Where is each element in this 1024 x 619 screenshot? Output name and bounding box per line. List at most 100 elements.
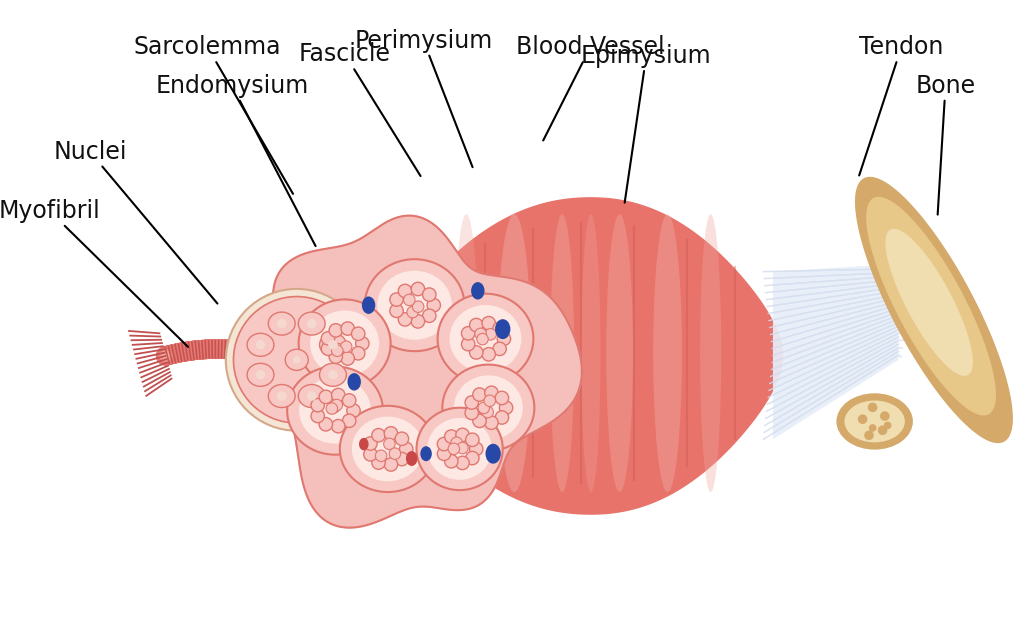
Ellipse shape bbox=[355, 337, 369, 350]
Text: Fascicle: Fascicle bbox=[299, 43, 421, 176]
Ellipse shape bbox=[293, 356, 301, 363]
Ellipse shape bbox=[582, 214, 600, 492]
Ellipse shape bbox=[550, 214, 574, 492]
Ellipse shape bbox=[484, 416, 498, 430]
Ellipse shape bbox=[462, 327, 475, 340]
Ellipse shape bbox=[471, 282, 484, 300]
Ellipse shape bbox=[329, 402, 340, 413]
Ellipse shape bbox=[477, 334, 488, 345]
Ellipse shape bbox=[473, 388, 486, 401]
Ellipse shape bbox=[427, 418, 492, 480]
Ellipse shape bbox=[256, 340, 265, 350]
Ellipse shape bbox=[427, 298, 440, 312]
Polygon shape bbox=[273, 215, 582, 527]
Ellipse shape bbox=[361, 297, 375, 314]
Ellipse shape bbox=[455, 214, 478, 492]
Ellipse shape bbox=[226, 289, 368, 431]
Ellipse shape bbox=[444, 454, 458, 468]
Ellipse shape bbox=[442, 365, 535, 451]
Ellipse shape bbox=[466, 433, 479, 446]
Ellipse shape bbox=[332, 420, 345, 433]
Ellipse shape bbox=[341, 322, 354, 335]
Ellipse shape bbox=[399, 442, 413, 456]
Ellipse shape bbox=[329, 350, 342, 363]
Ellipse shape bbox=[286, 349, 308, 370]
Ellipse shape bbox=[372, 456, 385, 469]
Ellipse shape bbox=[482, 406, 494, 418]
Ellipse shape bbox=[500, 401, 513, 415]
Polygon shape bbox=[318, 281, 355, 459]
Ellipse shape bbox=[493, 342, 506, 355]
Text: Endomysium: Endomysium bbox=[156, 74, 315, 246]
Ellipse shape bbox=[389, 448, 400, 459]
Ellipse shape bbox=[359, 438, 369, 451]
Ellipse shape bbox=[398, 284, 412, 298]
Ellipse shape bbox=[299, 300, 390, 387]
Text: Nuclei: Nuclei bbox=[53, 140, 217, 303]
Ellipse shape bbox=[247, 333, 273, 357]
Text: Bone: Bone bbox=[915, 74, 976, 215]
Ellipse shape bbox=[423, 309, 436, 322]
Ellipse shape bbox=[466, 451, 479, 465]
Text: Tendon: Tendon bbox=[859, 35, 943, 175]
Ellipse shape bbox=[880, 411, 890, 421]
Ellipse shape bbox=[395, 452, 409, 465]
Ellipse shape bbox=[700, 214, 721, 492]
Polygon shape bbox=[773, 264, 898, 439]
Ellipse shape bbox=[377, 271, 452, 340]
Ellipse shape bbox=[311, 409, 325, 423]
Ellipse shape bbox=[470, 442, 483, 456]
Ellipse shape bbox=[867, 402, 878, 412]
Text: Myofibril: Myofibril bbox=[0, 199, 188, 347]
Ellipse shape bbox=[365, 259, 465, 351]
Ellipse shape bbox=[398, 313, 412, 326]
Ellipse shape bbox=[276, 319, 287, 328]
Ellipse shape bbox=[268, 312, 295, 335]
Ellipse shape bbox=[457, 442, 468, 454]
Ellipse shape bbox=[233, 297, 360, 423]
Ellipse shape bbox=[485, 444, 501, 464]
Ellipse shape bbox=[351, 327, 365, 340]
Ellipse shape bbox=[456, 456, 469, 470]
Ellipse shape bbox=[868, 424, 877, 432]
Ellipse shape bbox=[364, 448, 377, 461]
Ellipse shape bbox=[319, 333, 346, 357]
Ellipse shape bbox=[322, 332, 335, 345]
Ellipse shape bbox=[329, 324, 342, 337]
Ellipse shape bbox=[342, 414, 356, 428]
Ellipse shape bbox=[384, 458, 397, 471]
Ellipse shape bbox=[322, 342, 335, 355]
Ellipse shape bbox=[454, 375, 523, 440]
Ellipse shape bbox=[845, 400, 905, 443]
Ellipse shape bbox=[299, 378, 371, 444]
Ellipse shape bbox=[884, 422, 892, 429]
Ellipse shape bbox=[482, 316, 496, 330]
Ellipse shape bbox=[495, 319, 510, 339]
Ellipse shape bbox=[256, 370, 265, 379]
Ellipse shape bbox=[837, 393, 912, 449]
Ellipse shape bbox=[864, 430, 873, 440]
Ellipse shape bbox=[444, 430, 458, 443]
Ellipse shape bbox=[268, 384, 295, 407]
Ellipse shape bbox=[332, 388, 345, 402]
Ellipse shape bbox=[332, 345, 343, 357]
Polygon shape bbox=[886, 230, 972, 375]
Ellipse shape bbox=[417, 408, 503, 490]
Ellipse shape bbox=[319, 418, 333, 431]
Ellipse shape bbox=[307, 391, 316, 401]
Polygon shape bbox=[856, 178, 1012, 443]
Ellipse shape bbox=[403, 294, 415, 306]
Ellipse shape bbox=[364, 437, 377, 450]
Ellipse shape bbox=[482, 348, 496, 361]
Ellipse shape bbox=[341, 352, 354, 365]
Ellipse shape bbox=[332, 344, 344, 355]
Ellipse shape bbox=[352, 417, 424, 481]
Ellipse shape bbox=[473, 414, 486, 428]
Ellipse shape bbox=[342, 394, 356, 407]
Ellipse shape bbox=[413, 301, 424, 313]
Ellipse shape bbox=[328, 370, 338, 379]
Ellipse shape bbox=[653, 214, 682, 492]
Ellipse shape bbox=[456, 428, 469, 441]
Ellipse shape bbox=[347, 373, 360, 391]
Ellipse shape bbox=[407, 306, 419, 318]
